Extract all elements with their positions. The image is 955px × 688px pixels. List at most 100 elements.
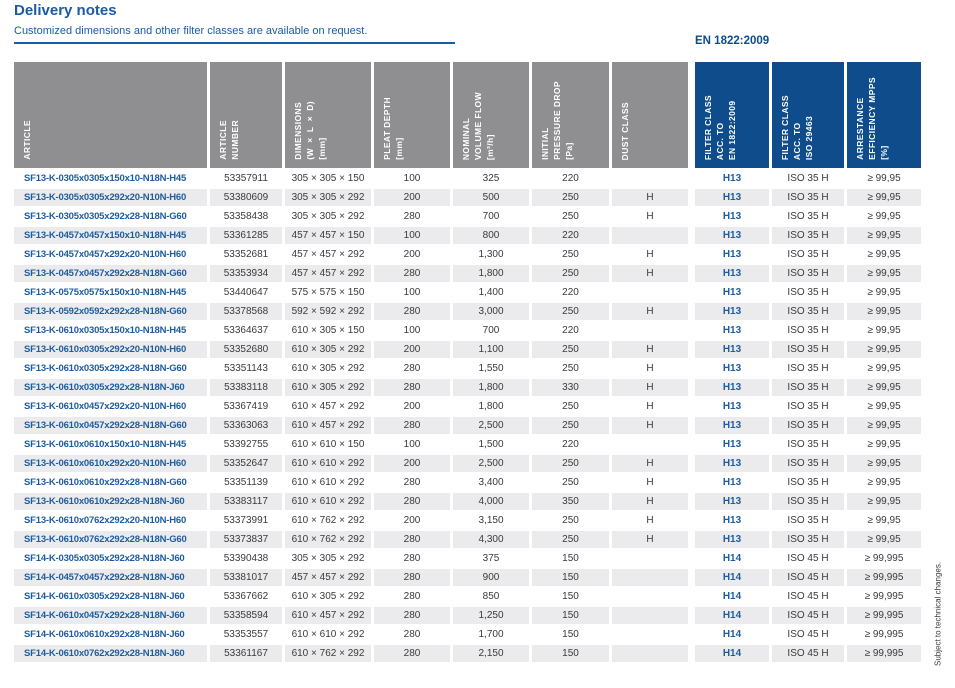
cell-filter-class-en: H13 [722, 515, 742, 526]
cell-article: SF13-K-0610x0305x150x10-N18N-H45 [24, 325, 187, 336]
cell-filter-class-iso: ISO 35 H [772, 455, 844, 472]
cell-article-number: 53361167 [210, 645, 282, 662]
cell-initial-pressure-drop: 150 [562, 591, 579, 602]
cell-article-number: 53367662 [223, 591, 269, 602]
column-group-gap [691, 303, 692, 320]
cell-nominal-volume-flow: 1,100 [453, 341, 529, 358]
column-group-gap [691, 455, 692, 472]
cell-filter-class-iso: ISO 35 H [772, 417, 844, 434]
cell-article-number: 53363063 [210, 417, 282, 434]
cell-dimensions: 610 × 457 × 292 [285, 607, 371, 624]
cell-nominal-volume-flow: 325 [482, 173, 500, 184]
cell-dust-class [612, 588, 688, 605]
column-group-gap [691, 322, 692, 339]
table-row: SF14-K-0610x0610x292x28-N18N-J60 53353557… [14, 626, 921, 645]
column-header-label: ARRESTANCE EFFICIENCY MPPS [%] [855, 77, 889, 160]
cell-article-number: 53361285 [210, 227, 282, 244]
column-group-gap [691, 550, 692, 567]
cell-nominal-volume-flow: 1,550 [478, 363, 504, 374]
cell-nominal-volume-flow: 4,000 [453, 493, 529, 510]
cell-pleat-depth: 280 [374, 569, 450, 586]
table-row: SF13-K-0305x0305x292x20-N10N-H60 53380609… [14, 189, 921, 208]
column-header-label: INITIAL PRESSURE DROP [Pa] [540, 81, 574, 160]
cell-dust-class [612, 284, 688, 301]
cell-article-number: 53367419 [223, 401, 269, 412]
cell-pleat-depth: 100 [374, 227, 450, 244]
column-group-gap [691, 417, 692, 434]
column-header-article-number: ARTICLE NUMBER [210, 62, 282, 168]
column-group-gap [691, 398, 692, 415]
title-divider [14, 42, 455, 44]
cell-nominal-volume-flow: 3,150 [478, 515, 504, 526]
cell-dust-class [612, 227, 688, 244]
cell-nominal-volume-flow: 500 [453, 189, 529, 206]
cell-dust-class [612, 170, 688, 187]
cell-article: SF13-K-0575x0575x150x10-N18N-H45 [24, 287, 187, 298]
cell-initial-pressure-drop: 150 [562, 629, 579, 640]
cell-initial-pressure-drop: 220 [562, 325, 579, 336]
cell-dust-class: H [612, 303, 688, 320]
column-header-label: DIMENSIONS (W × L × D) [mm] [293, 101, 327, 160]
cell-dimensions: 457 × 457 × 150 [285, 227, 371, 244]
column-group-gap [691, 341, 692, 358]
cell-dimensions: 610 × 762 × 292 [291, 515, 365, 526]
cell-dimensions: 610 × 610 × 292 [285, 455, 371, 472]
cell-filter-class-iso: ISO 45 H [787, 591, 829, 602]
table-row: SF14-K-0305x0305x292x28-N18N-J60 53390438… [14, 550, 921, 569]
cell-article-number: 53358594 [210, 607, 282, 624]
cell-filter-class-iso: ISO 35 H [772, 303, 844, 320]
cell-pleat-depth: 280 [403, 363, 421, 374]
cell-dimensions: 305 × 305 × 150 [291, 173, 365, 184]
cell-dust-class [612, 645, 688, 662]
table-row: SF13-K-0610x0610x292x20-N10N-H60 53352647… [14, 455, 921, 474]
column-header-filter-class-iso: FILTER CLASS ACC. TO ISO 29463 [772, 62, 844, 168]
cell-nominal-volume-flow: 2,500 [453, 417, 529, 434]
cell-filter-class-iso: ISO 35 H [772, 189, 844, 206]
cell-article-number: 53440647 [223, 287, 269, 298]
cell-dimensions: 610 × 457 × 292 [291, 401, 365, 412]
cell-article: SF13-K-0457x0457x150x10-N18N-H45 [14, 227, 207, 244]
column-group-gap [691, 246, 692, 263]
cell-initial-pressure-drop: 250 [562, 249, 579, 260]
cell-article: SF13-K-0592x0592x292x28-N18N-G60 [14, 303, 207, 320]
cell-arrestance-efficiency: ≥ 99,95 [867, 211, 901, 222]
cell-dust-class: H [612, 189, 688, 206]
cell-initial-pressure-drop: 150 [532, 569, 609, 586]
cell-filter-class-en: H13 [722, 249, 742, 260]
cell-arrestance-efficiency: ≥ 99,95 [847, 493, 921, 510]
column-header-label: NOMINAL VOLUME FLOW [m³/h] [461, 91, 495, 160]
cell-article: SF13-K-0305x0305x292x20-N10N-H60 [14, 189, 207, 206]
cell-nominal-volume-flow: 850 [482, 591, 500, 602]
filter-table: ARTICLE ARTICLE NUMBER DIMENSIONS (W × L ×… [14, 62, 921, 664]
cell-filter-class-en: H13 [695, 189, 769, 206]
cell-filter-class-iso: ISO 35 H [787, 439, 829, 450]
cell-dust-class: H [646, 363, 654, 374]
cell-article-number: 53353934 [210, 265, 282, 282]
table-row: SF14-K-0610x0457x292x28-N18N-J60 53358594… [14, 607, 921, 626]
cell-filter-class-iso: ISO 35 H [772, 379, 844, 396]
cell-pleat-depth: 200 [403, 401, 421, 412]
cell-filter-class-en: H14 [722, 629, 742, 640]
cell-arrestance-efficiency: ≥ 99,95 [867, 439, 901, 450]
cell-initial-pressure-drop: 150 [532, 607, 609, 624]
cell-arrestance-efficiency: ≥ 99,95 [867, 249, 901, 260]
cell-nominal-volume-flow: 4,300 [453, 531, 529, 548]
cell-pleat-depth: 280 [374, 303, 450, 320]
cell-article-number: 53378568 [210, 303, 282, 320]
cell-dust-class: H [612, 455, 688, 472]
cell-dimensions: 305 × 305 × 292 [291, 211, 365, 222]
column-group-gap [691, 189, 692, 206]
cell-article: SF13-K-0457x0457x292x28-N18N-G60 [14, 265, 207, 282]
cell-dust-class [612, 322, 688, 339]
cell-filter-class-en: H13 [722, 477, 742, 488]
cell-pleat-depth: 280 [403, 553, 421, 564]
column-header-label: ARTICLE NUMBER [218, 120, 240, 160]
cell-article: SF13-K-0305x0305x150x10-N18N-H45 [24, 173, 187, 184]
cell-dimensions: 305 × 305 × 292 [285, 189, 371, 206]
cell-filter-class-iso: ISO 35 H [787, 401, 829, 412]
cell-pleat-depth: 100 [403, 325, 421, 336]
cell-dimensions: 592 × 592 × 292 [285, 303, 371, 320]
page-subtitle: Customized dimensions and other filter c… [14, 25, 368, 37]
cell-arrestance-efficiency: ≥ 99,95 [847, 531, 921, 548]
column-header-nominal-volume-flow: NOMINAL VOLUME FLOW [m³/h] [453, 62, 529, 168]
